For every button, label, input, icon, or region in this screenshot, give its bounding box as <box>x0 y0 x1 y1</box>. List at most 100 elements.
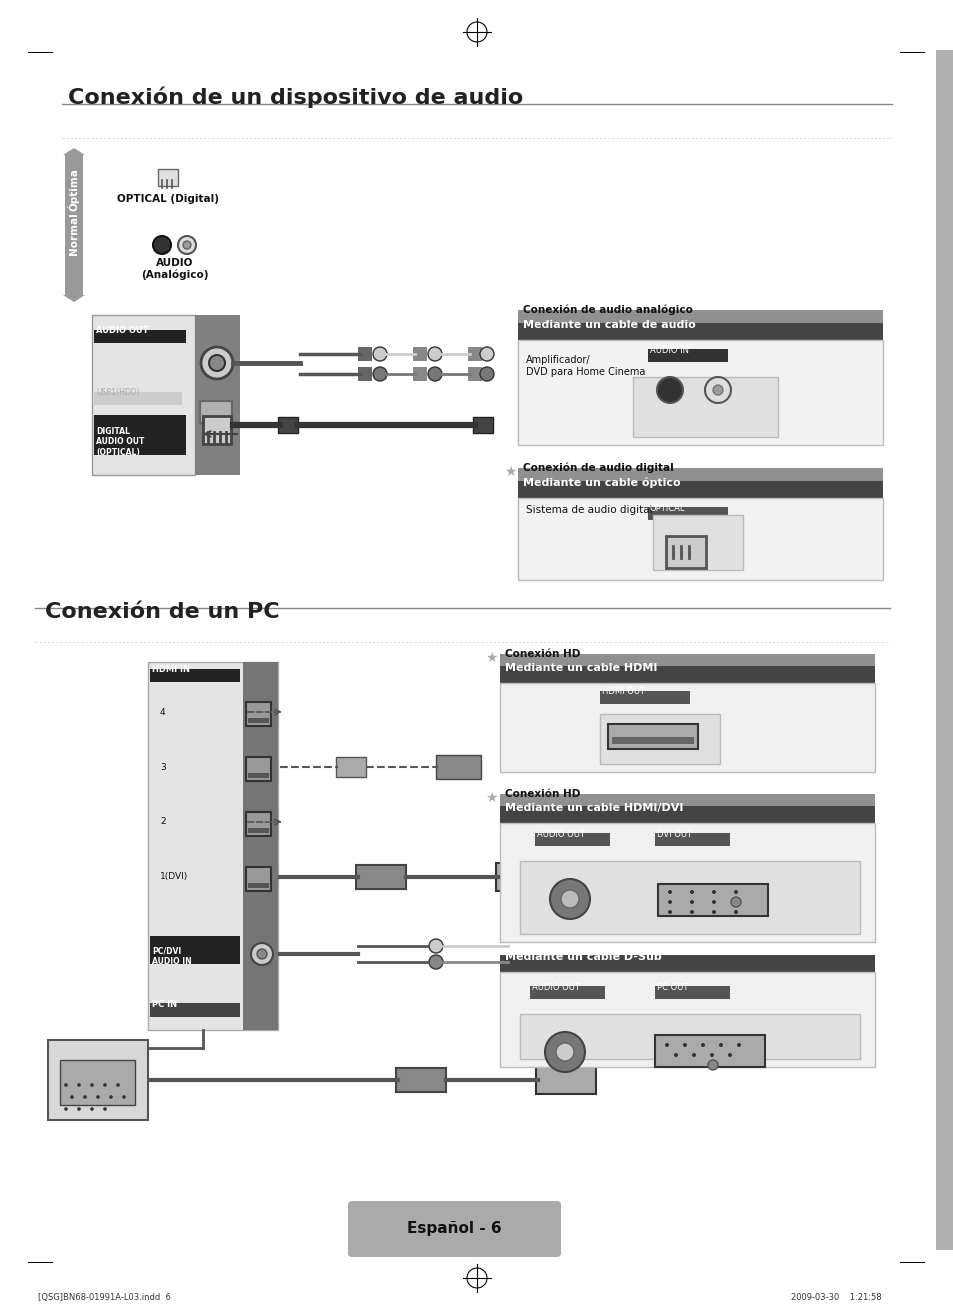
Circle shape <box>122 1095 126 1099</box>
Text: AUDIO IN: AUDIO IN <box>649 346 688 355</box>
Circle shape <box>428 367 441 381</box>
Circle shape <box>560 890 578 907</box>
Bar <box>658 884 767 917</box>
Text: PC/DVI
AUDIO IN: PC/DVI AUDIO IN <box>152 947 192 967</box>
Text: HDMI IN: HDMI IN <box>152 665 190 675</box>
Circle shape <box>727 1053 731 1057</box>
Bar <box>517 468 882 483</box>
Text: [QSG]BN68-01991A-L03.indd  6: [QSG]BN68-01991A-L03.indd 6 <box>38 1293 171 1302</box>
Bar <box>499 955 874 972</box>
Bar <box>473 417 493 433</box>
Circle shape <box>77 1084 81 1086</box>
Circle shape <box>91 1084 93 1086</box>
Circle shape <box>550 878 589 919</box>
Circle shape <box>64 1107 68 1111</box>
Circle shape <box>700 1043 704 1047</box>
Text: Conexión de un dispositivo de audio: Conexión de un dispositivo de audio <box>68 87 522 108</box>
Circle shape <box>712 385 722 394</box>
Circle shape <box>657 377 682 402</box>
Text: 2009-03-30    1:21:58: 2009-03-30 1:21:58 <box>791 1293 882 1302</box>
Bar <box>60 1060 135 1105</box>
Bar <box>246 702 271 726</box>
Circle shape <box>428 347 441 362</box>
Text: Español - 6: Español - 6 <box>406 1222 500 1236</box>
Text: ★: ★ <box>484 651 497 665</box>
Text: Mediante un cable de audio: Mediante un cable de audio <box>522 320 695 330</box>
Bar <box>357 367 372 381</box>
Bar <box>246 757 271 781</box>
Text: Conexión HD: Conexión HD <box>504 789 579 800</box>
Circle shape <box>737 1043 740 1047</box>
Circle shape <box>689 910 693 914</box>
Bar <box>246 867 271 892</box>
Circle shape <box>711 890 716 894</box>
Text: Normal: Normal <box>69 212 79 255</box>
Bar <box>91 316 194 475</box>
Circle shape <box>682 1043 686 1047</box>
Text: 2: 2 <box>160 818 166 827</box>
Circle shape <box>109 1095 112 1099</box>
Circle shape <box>544 1032 584 1072</box>
Bar <box>355 865 406 889</box>
Text: AUDIO
(Analógico): AUDIO (Analógico) <box>141 258 209 280</box>
Bar <box>499 682 874 772</box>
Bar <box>517 481 882 498</box>
Bar <box>633 377 778 437</box>
Bar <box>248 773 269 778</box>
Text: Óptima: Óptima <box>68 168 80 210</box>
Text: Mediante un cable óptico: Mediante un cable óptico <box>522 477 679 488</box>
Bar <box>248 882 269 888</box>
Circle shape <box>429 955 442 969</box>
Text: Amplificador/
DVD para Home Cinema: Amplificador/ DVD para Home Cinema <box>525 355 644 376</box>
Bar <box>203 416 231 444</box>
Bar <box>655 1035 764 1066</box>
Bar <box>519 1014 859 1059</box>
Circle shape <box>373 367 387 381</box>
Text: PC OUT: PC OUT <box>657 984 688 992</box>
Bar <box>150 1003 240 1016</box>
Bar <box>413 367 427 381</box>
Bar <box>468 347 481 362</box>
Circle shape <box>667 899 671 903</box>
FancyBboxPatch shape <box>348 1201 560 1257</box>
Bar <box>150 669 240 682</box>
Circle shape <box>103 1084 107 1086</box>
Circle shape <box>83 1095 87 1099</box>
Bar <box>517 341 882 444</box>
Circle shape <box>251 943 273 965</box>
Circle shape <box>178 235 195 254</box>
Circle shape <box>667 890 671 894</box>
Bar <box>499 794 874 807</box>
Bar <box>468 367 481 381</box>
Text: USB1(HDD): USB1(HDD) <box>96 388 139 397</box>
Bar <box>607 725 698 750</box>
Bar <box>48 1040 148 1120</box>
Text: Mediante un cable D-Sub: Mediante un cable D-Sub <box>504 952 661 963</box>
Bar <box>200 401 232 423</box>
Circle shape <box>256 949 267 959</box>
Bar <box>194 316 240 475</box>
Bar <box>655 832 729 846</box>
Text: ★: ★ <box>484 792 497 805</box>
Text: Sistema de audio digital: Sistema de audio digital <box>525 505 652 515</box>
Bar <box>248 718 269 723</box>
Circle shape <box>479 367 494 381</box>
Bar <box>499 665 874 682</box>
Circle shape <box>429 939 442 953</box>
Bar <box>517 498 882 580</box>
Text: AUDIO OUT: AUDIO OUT <box>537 830 584 839</box>
Circle shape <box>711 910 716 914</box>
Text: 1(DVI): 1(DVI) <box>160 872 188 881</box>
Text: Conexión de audio analógico: Conexión de audio analógico <box>522 305 692 316</box>
Circle shape <box>116 1084 120 1086</box>
Bar <box>517 323 882 341</box>
Circle shape <box>50 1074 62 1086</box>
Circle shape <box>479 347 494 362</box>
Circle shape <box>689 890 693 894</box>
Text: DIGITAL
AUDIO OUT
(OPTICAL): DIGITAL AUDIO OUT (OPTICAL) <box>96 427 144 456</box>
Polygon shape <box>63 149 85 155</box>
Circle shape <box>733 910 738 914</box>
Circle shape <box>152 235 171 254</box>
Text: Conexión HD: Conexión HD <box>504 650 579 659</box>
Circle shape <box>91 1107 93 1111</box>
